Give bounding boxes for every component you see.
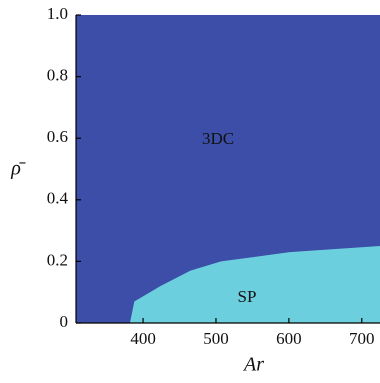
y-tick-label: 0.6 bbox=[47, 127, 68, 146]
x-tick-label: 700 bbox=[349, 329, 375, 348]
y-tick-label: 0.4 bbox=[47, 189, 69, 208]
x-axis-label: Ar bbox=[242, 354, 264, 376]
y-tick-label: 0.8 bbox=[47, 66, 68, 85]
y-tick-label: 0 bbox=[60, 312, 69, 331]
region-label: 3DC bbox=[202, 129, 234, 148]
x-tick-label: 500 bbox=[203, 329, 229, 348]
x-tick-label: 400 bbox=[130, 329, 156, 348]
region-label: SP bbox=[238, 287, 257, 306]
region-boundary bbox=[129, 246, 380, 323]
y-tick-label: 1.0 bbox=[47, 4, 68, 23]
y-axis-label: ρ̄ bbox=[10, 158, 26, 180]
x-tick-label: 600 bbox=[276, 329, 302, 348]
y-tick-label: 0.2 bbox=[47, 250, 68, 269]
